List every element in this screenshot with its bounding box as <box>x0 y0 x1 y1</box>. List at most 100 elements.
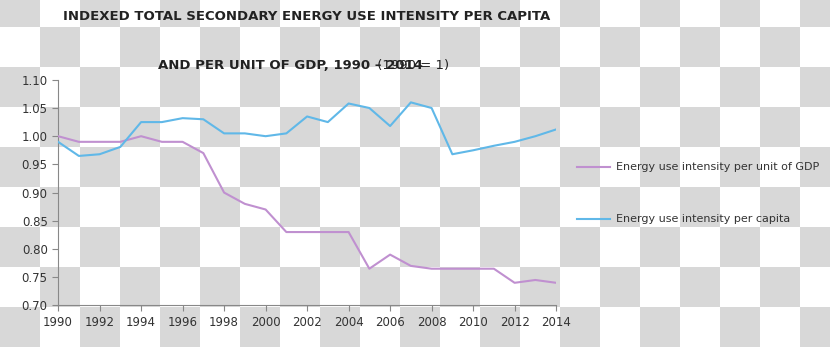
Bar <box>560 267 600 307</box>
Bar <box>80 227 120 267</box>
Bar <box>800 227 830 267</box>
Bar <box>800 147 830 187</box>
Bar <box>600 27 640 67</box>
Bar <box>80 307 120 347</box>
Bar <box>760 187 800 227</box>
Bar <box>720 307 760 347</box>
Bar <box>120 67 160 107</box>
Bar <box>640 267 680 307</box>
Bar <box>680 67 720 107</box>
Bar <box>360 67 400 107</box>
Bar <box>320 227 360 267</box>
Bar <box>40 307 80 347</box>
Bar <box>360 187 400 227</box>
Bar <box>240 307 280 347</box>
Bar <box>80 0 120 27</box>
Bar <box>160 267 200 307</box>
Bar <box>0 67 40 107</box>
Bar <box>400 67 440 107</box>
Bar <box>320 0 360 27</box>
Bar <box>280 227 320 267</box>
Bar <box>400 27 440 67</box>
Bar <box>600 307 640 347</box>
Bar <box>760 227 800 267</box>
Bar <box>600 107 640 147</box>
Bar <box>440 227 480 267</box>
Bar <box>240 107 280 147</box>
Bar <box>80 107 120 147</box>
Bar <box>0 307 40 347</box>
Bar <box>400 227 440 267</box>
Bar <box>160 187 200 227</box>
Bar <box>600 0 640 27</box>
Bar <box>360 227 400 267</box>
Bar <box>120 227 160 267</box>
Bar <box>120 27 160 67</box>
Bar <box>240 187 280 227</box>
Bar <box>360 0 400 27</box>
Bar <box>0 147 40 187</box>
Bar <box>520 227 560 267</box>
Bar <box>240 267 280 307</box>
Bar <box>240 27 280 67</box>
Bar <box>480 307 520 347</box>
Bar <box>800 67 830 107</box>
Bar <box>640 227 680 267</box>
Bar <box>680 227 720 267</box>
Bar <box>440 147 480 187</box>
Bar <box>200 0 240 27</box>
Bar <box>560 27 600 67</box>
Bar <box>280 187 320 227</box>
Bar <box>560 107 600 147</box>
Bar <box>200 307 240 347</box>
Bar <box>480 67 520 107</box>
Bar <box>480 187 520 227</box>
Text: INDEXED TOTAL SECONDARY ENERGY USE INTENSITY PER CAPITA: INDEXED TOTAL SECONDARY ENERGY USE INTEN… <box>63 10 551 23</box>
Bar <box>680 0 720 27</box>
Bar <box>320 147 360 187</box>
Bar <box>760 67 800 107</box>
Bar <box>160 0 200 27</box>
Bar <box>800 0 830 27</box>
Bar <box>160 147 200 187</box>
Bar <box>0 27 40 67</box>
Bar <box>320 67 360 107</box>
Text: Energy use intensity per capita: Energy use intensity per capita <box>616 214 790 223</box>
Bar <box>560 227 600 267</box>
Bar <box>720 67 760 107</box>
Bar <box>560 0 600 27</box>
Bar <box>40 147 80 187</box>
Bar <box>40 27 80 67</box>
Bar <box>40 107 80 147</box>
Bar <box>640 147 680 187</box>
Bar <box>360 147 400 187</box>
Bar <box>360 27 400 67</box>
Bar <box>680 107 720 147</box>
Text: Energy use intensity per unit of GDP: Energy use intensity per unit of GDP <box>616 162 819 171</box>
Bar <box>480 147 520 187</box>
Bar <box>440 187 480 227</box>
Bar <box>760 27 800 67</box>
Bar <box>520 187 560 227</box>
Bar <box>80 187 120 227</box>
Bar <box>720 227 760 267</box>
Bar <box>520 107 560 147</box>
Bar <box>480 107 520 147</box>
Bar <box>520 147 560 187</box>
Bar <box>800 107 830 147</box>
Bar <box>200 107 240 147</box>
Bar <box>440 27 480 67</box>
Bar <box>440 67 480 107</box>
Bar <box>640 107 680 147</box>
Bar <box>800 187 830 227</box>
Bar <box>160 67 200 107</box>
Bar <box>760 0 800 27</box>
Bar <box>600 267 640 307</box>
Bar <box>120 187 160 227</box>
Bar <box>560 147 600 187</box>
Bar <box>600 187 640 227</box>
Bar <box>0 267 40 307</box>
Bar <box>520 0 560 27</box>
Bar <box>680 307 720 347</box>
Bar <box>80 27 120 67</box>
